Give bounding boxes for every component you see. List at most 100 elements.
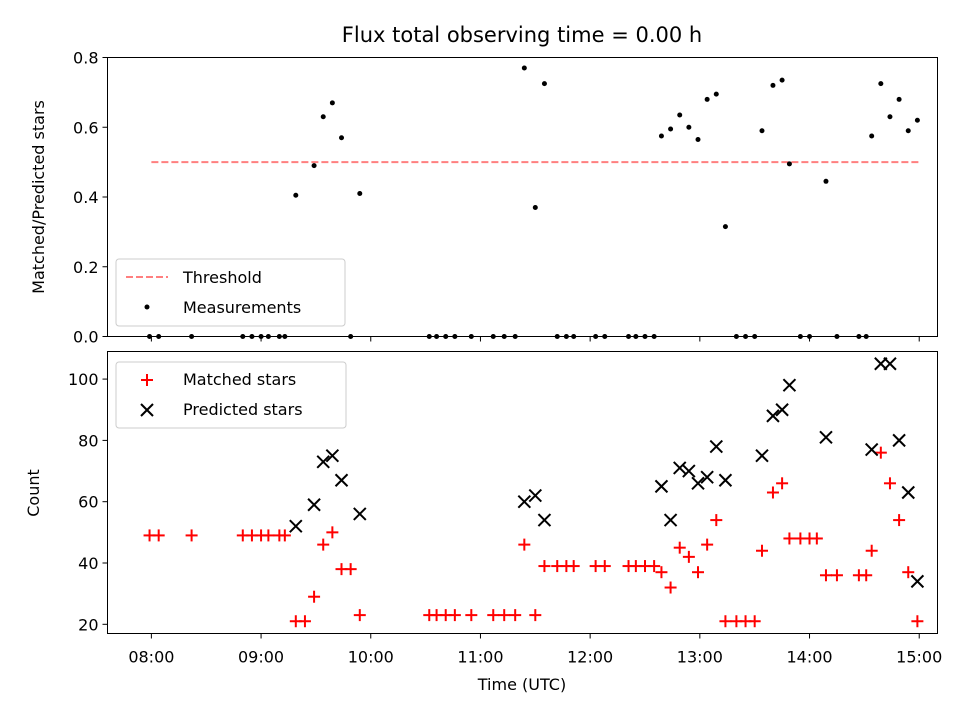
matched-star-marker <box>278 529 291 542</box>
measurement-point <box>786 161 792 167</box>
predicted-star-marker-b <box>700 470 714 484</box>
predicted-star-marker-b <box>709 439 723 454</box>
predicted-star-marker-b <box>910 574 925 589</box>
top-panel: 0.00.20.40.60.8 Matched/Predicted stars … <box>29 49 938 347</box>
predicted-stars-series <box>289 357 925 589</box>
predicted-star-marker-b <box>883 357 897 371</box>
predicted-star-marker <box>537 513 552 527</box>
matched-star-marker <box>509 609 522 622</box>
matched-star-marker <box>448 609 461 622</box>
measurement-point <box>878 81 884 87</box>
matched-star-marker <box>883 477 896 490</box>
predicted-star-marker-b <box>718 473 733 487</box>
measurement-point <box>658 133 664 139</box>
measurement-point <box>357 191 363 197</box>
predicted-star-marker-b <box>775 403 789 417</box>
matched-star-marker <box>487 609 500 622</box>
matched-star-marker <box>911 615 924 628</box>
top-axes-frame <box>107 57 938 337</box>
bottom-x-tick-label: 11:00 <box>457 648 503 667</box>
bottom-x-tick-label: 15:00 <box>896 648 942 667</box>
top-y-tick-label: 0.6 <box>73 118 98 137</box>
predicted-star-marker <box>755 449 769 463</box>
matched-star-marker <box>308 590 321 603</box>
matched-star-marker <box>783 532 796 545</box>
matched-star-marker <box>748 615 761 628</box>
legend-measurements-label: Measurements <box>183 298 301 317</box>
predicted-star-marker-b <box>901 485 915 500</box>
bottom-y-tick-label: 60 <box>78 493 98 512</box>
measurement-point <box>686 124 692 130</box>
matched-star-marker <box>664 581 677 594</box>
bottom-y-tick-label: 100 <box>68 370 99 389</box>
legend-predicted-swatch <box>140 403 154 417</box>
predicted-star-marker <box>334 473 349 487</box>
predicted-star-marker-b <box>864 442 879 457</box>
predicted-star-marker <box>528 488 543 503</box>
predicted-star-marker <box>663 513 678 527</box>
bottom-y-axis-ticks: 20 40 60 80 100 <box>68 370 108 634</box>
matched-star-marker <box>766 486 779 499</box>
chart-title: Flux total observing time = 0.00 h <box>342 23 702 47</box>
measurement-point <box>293 192 299 198</box>
bottom-panel: 20 40 60 80 100 08:00 09:00 10:00 11:00 12:00 13:… <box>24 351 942 694</box>
predicted-star-marker-b <box>316 455 330 469</box>
matched-star-marker <box>710 514 723 527</box>
top-y-axis-ticks: 0.0 0.2 0.4 0.6 0.8 <box>73 49 108 347</box>
matched-star-marker <box>567 560 580 573</box>
matched-star-marker <box>152 529 165 542</box>
predicted-star-marker <box>709 439 723 454</box>
predicted-star-marker <box>864 442 879 457</box>
matched-star-marker <box>518 538 531 551</box>
bottom-y-tick-label: 80 <box>78 431 98 450</box>
measurement-point <box>896 96 902 102</box>
bottom-y-tick-label: 20 <box>78 615 98 634</box>
predicted-star-marker <box>654 479 669 494</box>
matched-star-marker <box>655 566 668 579</box>
predicted-star-marker-b <box>682 464 696 478</box>
bottom-legend: Matched stars Predicted stars <box>115 361 347 429</box>
matched-star-marker <box>865 544 878 557</box>
matched-star-marker <box>529 609 542 622</box>
matched-star-marker <box>648 560 661 573</box>
predicted-star-marker-b <box>766 409 780 423</box>
measurement-point <box>532 204 538 210</box>
matched-star-marker <box>830 569 843 582</box>
matched-star-marker <box>893 514 906 527</box>
measurement-point <box>320 114 326 120</box>
measurement-point <box>779 77 785 83</box>
measurement-point <box>704 96 710 102</box>
matched-star-marker <box>701 538 714 551</box>
matched-star-marker <box>598 560 611 573</box>
measurement-point <box>759 128 765 134</box>
predicted-star-marker-b <box>537 513 552 527</box>
x-axis-label: Time (UTC) <box>477 675 566 694</box>
matched-star-marker <box>692 566 705 579</box>
predicted-star-marker <box>289 519 303 533</box>
predicted-star-marker-b <box>691 476 705 491</box>
matched-star-marker <box>326 526 339 539</box>
top-y-axis-label: Matched/Predicted stars <box>29 100 48 294</box>
matched-star-marker <box>860 569 873 582</box>
measurement-point <box>339 135 345 141</box>
legend-measurements-swatch <box>144 304 150 310</box>
bottom-y-tick-label: 40 <box>78 554 98 573</box>
measurement-point <box>311 163 317 169</box>
predicted-star-marker-b <box>517 494 532 509</box>
measurement-point <box>329 100 335 106</box>
matched-star-marker <box>185 529 198 542</box>
top-y-tick-label: 0.4 <box>73 188 98 207</box>
predicted-star-marker <box>910 574 925 589</box>
predicted-star-marker <box>517 494 532 509</box>
measurement-point <box>823 178 829 184</box>
matched-star-marker <box>317 538 330 551</box>
predicted-star-marker <box>775 403 789 417</box>
measurement-point <box>887 114 893 120</box>
matched-star-marker <box>902 566 915 579</box>
matched-star-marker <box>819 569 832 582</box>
bottom-y-axis-label: Count <box>24 469 43 517</box>
bottom-axes-frame <box>107 351 938 634</box>
matched-star-marker <box>682 550 695 563</box>
measurement-point <box>541 81 547 87</box>
predicted-star-marker <box>883 357 897 371</box>
